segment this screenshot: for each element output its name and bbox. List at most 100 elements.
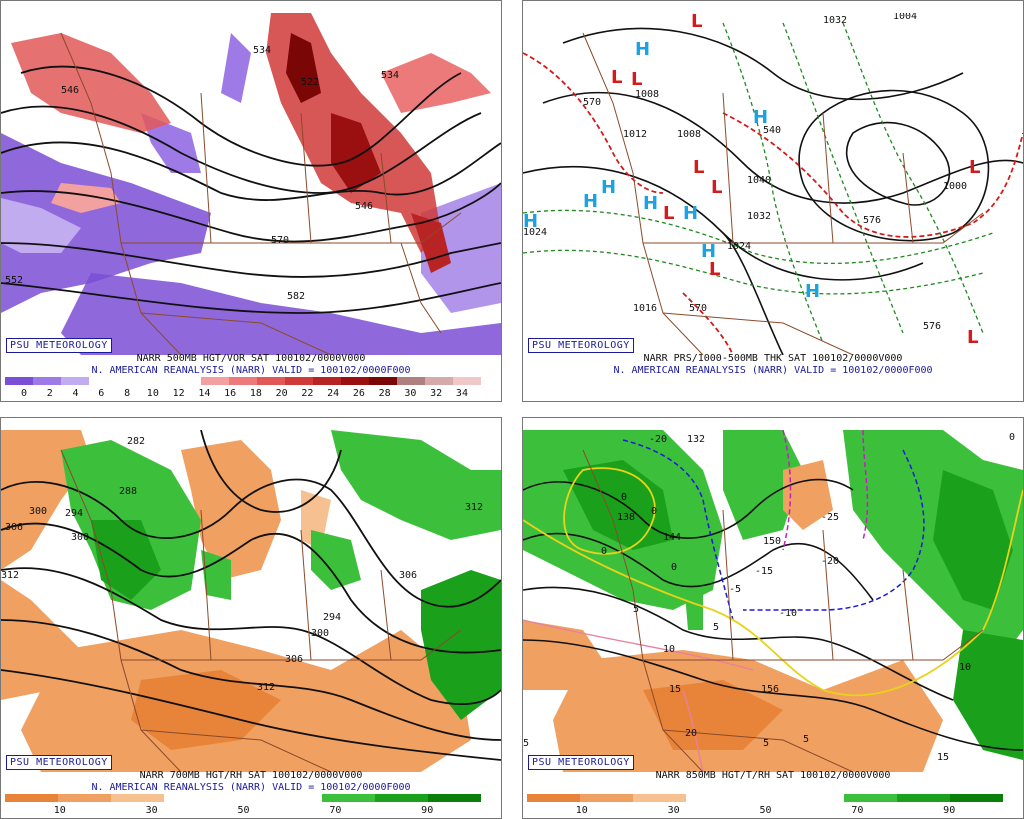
colorbar-tick-label: 0 [21, 388, 28, 399]
colorbar-tick-label: 2 [46, 388, 53, 399]
colorbar-tick-label: 32 [430, 388, 443, 399]
contour-label: 312 [257, 682, 275, 693]
contour-label: 138 [617, 512, 635, 523]
colorbar-swatch [216, 794, 270, 802]
colorbar-tick-label: 70 [329, 805, 342, 816]
high-pressure-h-icon: H [601, 177, 616, 198]
low-pressure-l-icon: L [611, 67, 622, 88]
psu-meteorology-badge: PSU METEOROLOGY [528, 755, 634, 770]
colorbar-tick-label: 30 [145, 805, 158, 816]
colorbar-swatch [89, 377, 117, 385]
high-pressure-h-icon: H [643, 193, 658, 214]
temperature-label: 5 [523, 738, 529, 749]
high-pressure-h-icon: H [583, 191, 598, 212]
colorbar-tick-label: 10 [575, 805, 588, 816]
colorbar-tick-label: 34 [455, 388, 468, 399]
temperature-label: -5 [729, 584, 741, 595]
colorbar-swatch [322, 794, 376, 802]
colorbar-tick-label: 90 [421, 805, 434, 816]
isobar-label: 1024 [727, 241, 751, 252]
panel-caption: NARR 500MB HGT/VOR SAT 100102/0000V000 [136, 353, 366, 364]
thickness-label: 576 [923, 321, 941, 332]
colorbar-tick-label: 50 [759, 805, 772, 816]
isobar-label: 1008 [677, 129, 701, 140]
contour-label: 144 [663, 532, 681, 543]
contour-label: 300 [311, 628, 329, 639]
low-pressure-l-icon: L [967, 327, 978, 348]
colorbar-tick-label: 30 [667, 805, 680, 816]
low-pressure-l-icon: L [691, 13, 702, 32]
contour-label: 546 [61, 85, 79, 96]
contour-label: 552 [5, 275, 23, 286]
t850-map: 132 138 144 150 156 -20 -25 -15 -5 -10 -… [523, 430, 1023, 772]
colorbar-swatch [397, 377, 425, 385]
colorbar-swatch [428, 794, 482, 802]
vorticity-colorbar [5, 377, 481, 385]
colorbar-swatch [527, 794, 580, 802]
contour-label: 534 [253, 45, 271, 56]
thickness-label: 570 [689, 303, 707, 314]
colorbar-swatch [341, 377, 369, 385]
colorbar-tick-label: 14 [198, 388, 211, 399]
colorbar-swatch [369, 377, 397, 385]
panel-subcaption: N. AMERICAN REANALYSIS (NARR) VALID = 10… [613, 365, 933, 376]
colorbar-swatch [285, 377, 313, 385]
high-pressure-h-icon: H [701, 241, 716, 262]
colorbar-swatch [110, 794, 164, 802]
colorbar-swatch [201, 377, 229, 385]
contour-labels: 282 288 294 300 306 312 294 300 306 312 … [1, 436, 483, 693]
high-pressure-h-icon: H [683, 203, 698, 224]
colorbar-swatch [269, 794, 323, 802]
panel-caption: NARR 700MB HGT/RH SAT 100102/0000V000 [139, 770, 363, 781]
temperature-label: 5 [803, 734, 809, 745]
colorbar-tick-label: 6 [98, 388, 105, 399]
panel-caption: NARR 850MB HGT/T/RH SAT 100102/0000V000 [655, 770, 891, 781]
colorbar-swatch [425, 377, 453, 385]
temperature-label: -15 [755, 566, 773, 577]
temperature-label: 10 [663, 644, 675, 655]
contour-label: 294 [323, 612, 341, 623]
colorbar-tick-label: 24 [327, 388, 340, 399]
colorbar-swatch [897, 794, 951, 802]
panel-700mb-rh: 282 288 294 300 306 312 294 300 306 312 … [0, 417, 502, 819]
colorbar-swatch [453, 377, 481, 385]
temperature-label: 5 [633, 604, 639, 615]
temperature-label: 20 [685, 728, 697, 739]
isobar-label: 1016 [633, 303, 657, 314]
colorbar-swatch [229, 377, 257, 385]
colorbar-tick-label: 8 [124, 388, 131, 399]
colorbar-ticks: 10 30 50 70 90 [527, 805, 1003, 817]
colorbar-swatch [844, 794, 898, 802]
temperature-label: 5 [713, 622, 719, 633]
colorbar-swatch [632, 794, 686, 802]
thickness-label: 570 [583, 97, 601, 108]
colorbar-swatch [57, 794, 111, 802]
temperature-label: 0 [601, 546, 607, 557]
isobar-label: 1024 [523, 227, 547, 238]
thickness-label: 540 [763, 125, 781, 136]
low-pressure-l-icon: L [663, 203, 674, 224]
temperature-label: 0 [671, 562, 677, 573]
contour-label: 312 [465, 502, 483, 513]
low-pressure-l-icon: L [631, 69, 642, 90]
temperature-label: -20 [649, 434, 667, 445]
contour-labels: 132 138 144 150 156 -20 -25 -15 -5 -10 -… [523, 432, 1015, 763]
colorbar-tick-label: 90 [943, 805, 956, 816]
colorbar-swatch [163, 794, 217, 802]
panel-850mb-temp-rh: 132 138 144 150 156 -20 -25 -15 -5 -10 -… [522, 417, 1024, 819]
colorbar-swatch [117, 377, 145, 385]
colorbar-swatch [145, 377, 173, 385]
contour-label: 282 [127, 436, 145, 447]
contour-labels: 534 546 522 534 546 570 582 552 [5, 45, 399, 302]
contour-label: 132 [687, 434, 705, 445]
colorbar-swatch [685, 794, 739, 802]
colorbar-swatch [173, 377, 201, 385]
colorbar-swatch [61, 377, 89, 385]
colorbar-swatch [950, 794, 1004, 802]
panel-subcaption: N. AMERICAN REANALYSIS (NARR) VALID = 10… [91, 782, 411, 793]
panel-500mb-vorticity: 534 546 522 534 546 570 582 552 PSU METE… [0, 0, 502, 402]
contour-label: 546 [355, 201, 373, 212]
colorbar-tick-label: 4 [72, 388, 79, 399]
pressure-centers: H L L H H H H H L L L H L H L L H L [523, 13, 980, 348]
temperature-label: 15 [937, 752, 949, 763]
